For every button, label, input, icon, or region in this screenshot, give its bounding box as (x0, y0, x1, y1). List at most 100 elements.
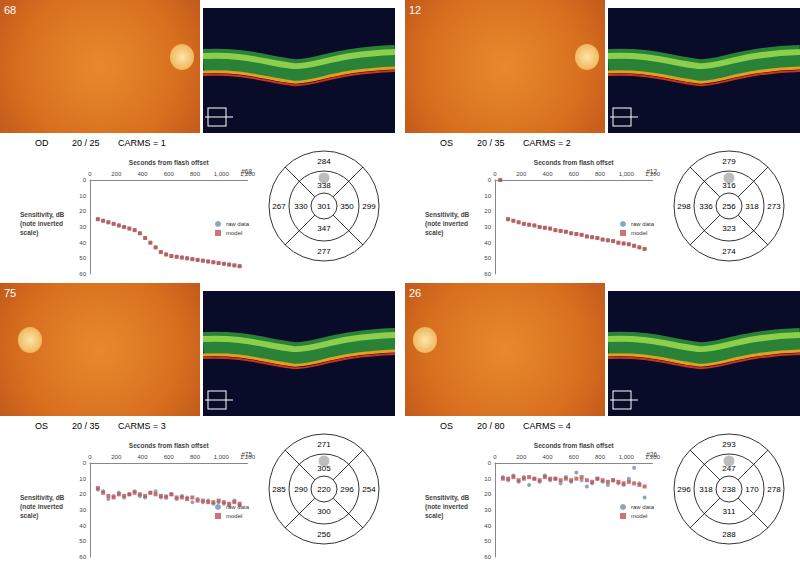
svg-text:298: 298 (677, 202, 691, 211)
svg-text:288: 288 (722, 530, 736, 539)
svg-text:800: 800 (190, 454, 201, 460)
svg-text:278: 278 (767, 485, 781, 494)
svg-text:323: 323 (722, 224, 736, 233)
svg-text:raw data: raw data (226, 504, 250, 510)
svg-text:267: 267 (272, 202, 286, 211)
svg-text:model: model (631, 230, 647, 236)
svg-text:600: 600 (164, 171, 175, 177)
svg-text:279: 279 (722, 157, 736, 166)
svg-text:274: 274 (722, 247, 736, 256)
svg-text:305: 305 (317, 464, 331, 473)
svg-text:311: 311 (723, 507, 736, 516)
svg-text:1,000: 1,000 (214, 171, 230, 177)
svg-text:10: 10 (79, 193, 86, 199)
svg-text:Seconds from flash offset: Seconds from flash offset (534, 442, 615, 449)
svg-text:60: 60 (79, 271, 86, 277)
svg-text:0: 0 (83, 460, 87, 466)
svg-text:0: 0 (488, 177, 492, 183)
svg-text:1,200: 1,200 (645, 171, 661, 177)
svg-text:800: 800 (595, 171, 606, 177)
svg-text:318: 318 (699, 485, 713, 494)
svg-text:10: 10 (484, 476, 491, 482)
svg-text:600: 600 (569, 171, 580, 177)
svg-text:800: 800 (595, 454, 606, 460)
svg-text:1,200: 1,200 (240, 454, 256, 460)
svg-text:40: 40 (484, 523, 491, 529)
svg-text:60: 60 (484, 271, 491, 277)
svg-text:Seconds from flash offset: Seconds from flash offset (534, 159, 615, 166)
svg-text:1,200: 1,200 (240, 171, 256, 177)
svg-text:0: 0 (493, 171, 497, 177)
svg-text:20: 20 (79, 208, 86, 214)
svg-text:0: 0 (83, 177, 87, 183)
svg-text:0: 0 (493, 454, 497, 460)
svg-text:316: 316 (722, 181, 736, 190)
svg-text:model: model (226, 230, 242, 236)
svg-text:60: 60 (484, 554, 491, 560)
svg-text:30: 30 (484, 507, 491, 513)
svg-text:200: 200 (516, 454, 527, 460)
svg-text:300: 300 (317, 507, 331, 516)
svg-text:293: 293 (722, 440, 736, 449)
svg-text:raw data: raw data (631, 504, 655, 510)
svg-text:Sensitivity, dB: Sensitivity, dB (20, 211, 65, 219)
svg-text:(note inverted: (note inverted (20, 503, 63, 511)
svg-text:Sensitivity, dB: Sensitivity, dB (425, 211, 470, 219)
svg-text:(note inverted: (note inverted (425, 503, 468, 511)
svg-text:318: 318 (745, 202, 759, 211)
svg-text:290: 290 (294, 485, 308, 494)
svg-text:200: 200 (111, 454, 122, 460)
svg-text:raw data: raw data (226, 221, 250, 227)
svg-text:301: 301 (317, 202, 331, 211)
svg-text:Seconds from flash offset: Seconds from flash offset (129, 442, 210, 449)
svg-text:30: 30 (79, 507, 86, 513)
svg-text:256: 256 (317, 530, 331, 539)
svg-text:600: 600 (164, 454, 175, 460)
svg-text:400: 400 (542, 454, 553, 460)
svg-text:238: 238 (722, 485, 736, 494)
svg-text:Seconds from flash offset: Seconds from flash offset (129, 159, 210, 166)
svg-text:336: 336 (699, 202, 713, 211)
svg-text:350: 350 (340, 202, 354, 211)
svg-text:0: 0 (488, 460, 492, 466)
svg-text:60: 60 (79, 554, 86, 560)
svg-text:50: 50 (79, 255, 86, 261)
svg-text:20: 20 (79, 491, 86, 497)
svg-text:20: 20 (484, 491, 491, 497)
svg-text:170: 170 (745, 485, 759, 494)
svg-text:247: 247 (722, 464, 736, 473)
svg-text:0: 0 (88, 171, 92, 177)
svg-text:scale): scale) (425, 512, 443, 520)
svg-text:40: 40 (79, 523, 86, 529)
svg-text:273: 273 (767, 202, 781, 211)
svg-text:30: 30 (484, 224, 491, 230)
svg-text:200: 200 (111, 171, 122, 177)
svg-text:1,000: 1,000 (619, 454, 635, 460)
svg-text:30: 30 (79, 224, 86, 230)
svg-text:0: 0 (88, 454, 92, 460)
svg-text:338: 338 (317, 181, 331, 190)
svg-text:(note inverted: (note inverted (20, 220, 63, 228)
svg-text:50: 50 (79, 538, 86, 544)
svg-text:40: 40 (484, 240, 491, 246)
svg-text:1,000: 1,000 (214, 454, 230, 460)
svg-text:296: 296 (340, 485, 354, 494)
svg-text:scale): scale) (20, 512, 38, 520)
svg-text:400: 400 (542, 171, 553, 177)
svg-text:40: 40 (79, 240, 86, 246)
svg-text:Sensitivity, dB: Sensitivity, dB (425, 494, 470, 502)
svg-text:1,000: 1,000 (619, 171, 635, 177)
svg-text:20: 20 (484, 208, 491, 214)
svg-text:330: 330 (294, 202, 308, 211)
svg-text:50: 50 (484, 538, 491, 544)
svg-text:347: 347 (317, 224, 331, 233)
svg-text:model: model (631, 513, 647, 519)
svg-text:299: 299 (362, 202, 376, 211)
svg-text:10: 10 (79, 476, 86, 482)
svg-text:284: 284 (317, 157, 331, 166)
svg-text:raw data: raw data (631, 221, 655, 227)
svg-text:1,200: 1,200 (645, 454, 661, 460)
svg-text:256: 256 (722, 202, 736, 211)
svg-text:400: 400 (137, 171, 148, 177)
svg-text:800: 800 (190, 171, 201, 177)
